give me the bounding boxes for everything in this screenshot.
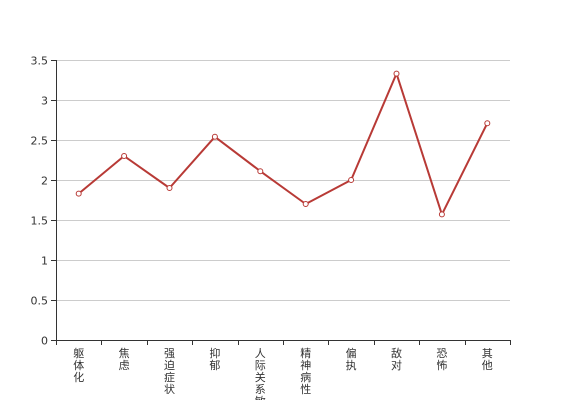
- y-tick-label: 3.5: [31, 55, 49, 68]
- series-layer: [75, 70, 491, 218]
- data-point[interactable]: [393, 70, 400, 77]
- data-point[interactable]: [484, 120, 491, 127]
- x-tick-label: 焦虑: [119, 347, 130, 372]
- data-point[interactable]: [166, 185, 173, 191]
- x-tick-label: 躯体化: [73, 347, 84, 384]
- data-point[interactable]: [302, 201, 309, 207]
- series-line: [78, 72, 489, 216]
- x-tick-label: 抑郁: [209, 346, 220, 372]
- y-tick-label: 0: [41, 335, 48, 348]
- x-tick-label: 偏执: [346, 346, 357, 372]
- data-point[interactable]: [75, 190, 82, 197]
- data-point[interactable]: [438, 211, 445, 218]
- x-axis-ticks: 躯体化 焦虑 强迫症状 抑郁 人际关系敏感 精神病性 偏执 敌对 恐怖 其他: [56, 340, 511, 404]
- x-tick-label: 敌对: [391, 346, 402, 372]
- y-tick-label: 1.5: [31, 215, 49, 228]
- y-tick-label: 3: [41, 95, 48, 108]
- y-tick-label: 2.5: [31, 135, 49, 148]
- y-tick-label: 1: [41, 255, 48, 268]
- x-tick-label: 精神病性: [300, 347, 311, 396]
- x-tick-label: 人际关系敏感: [255, 347, 266, 400]
- data-point[interactable]: [121, 153, 128, 159]
- data-point[interactable]: [257, 168, 264, 175]
- y-tick-label: 0.5: [31, 295, 49, 308]
- x-tick-label: 强迫症状: [164, 347, 175, 396]
- axes: [56, 60, 510, 341]
- x-tick-label: 恐怖: [436, 347, 447, 372]
- x-tick-label: 其他: [482, 347, 493, 372]
- y-axis-ticks: 0 0.5 1 1.5 2 2.5 3 3.5: [31, 55, 56, 348]
- y-tick-label: 2: [41, 175, 48, 188]
- data-point[interactable]: [348, 177, 355, 183]
- data-point[interactable]: [211, 133, 218, 140]
- grid-lines: [56, 60, 510, 301]
